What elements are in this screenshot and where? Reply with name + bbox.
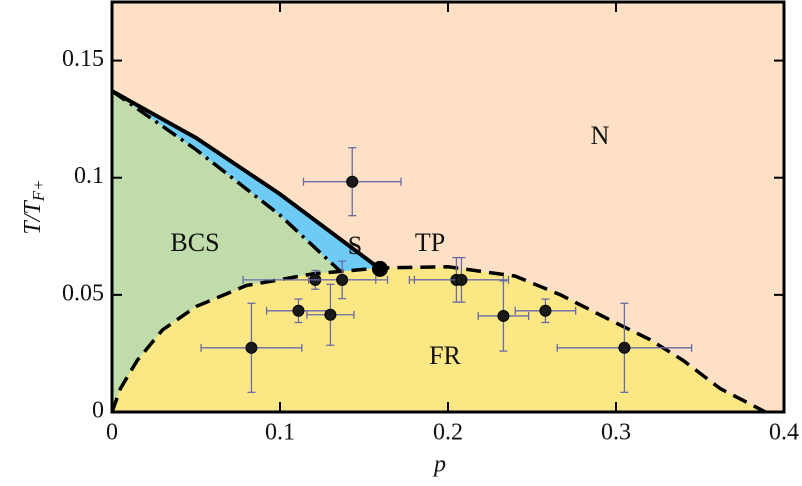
y-axis-label-main: T/T [20,200,46,235]
y-axis-label: T/TF+ [20,179,48,234]
phase-boundary [110,89,342,273]
phase-boundary [110,264,767,414]
data-point [455,273,468,286]
x-tick-label: 0.4 [769,420,799,446]
x-tick-label: 0 [106,420,118,446]
region-label: BCS [170,228,219,257]
tricritical-point [371,260,388,277]
data-point [618,341,631,354]
y-tick-label: 0.1 [74,163,104,189]
x-tick-label: 0.1 [265,420,295,446]
data-point [292,304,305,317]
data-point [497,309,510,322]
data-point [245,341,258,354]
phase-boundary [111,89,382,271]
y-tick-label: 0.05 [62,280,104,306]
x-tick-label: 0.2 [433,420,463,446]
region-label: N [591,121,610,150]
y-tick-label: 0 [92,398,104,424]
data-point [324,308,337,321]
y-tick-label: 0.15 [62,46,104,72]
x-axis-label: p [432,452,446,478]
region-label: TP [415,228,445,257]
y-axis-label-sub: F+ [29,179,48,202]
region-label: FR [429,341,461,370]
data-point [539,304,552,317]
region-s [112,91,380,272]
region-fr [112,266,766,412]
data-point [346,175,359,188]
region-bcs [112,91,341,413]
data-point [336,273,349,286]
region-label: S [348,231,362,260]
x-tick-label: 0.3 [601,420,631,446]
